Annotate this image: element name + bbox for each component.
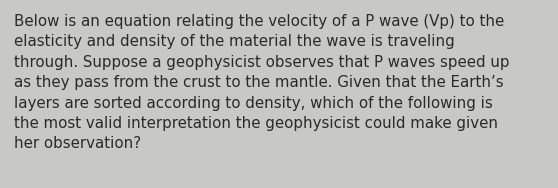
Text: Below is an equation relating the velocity of a P wave (Vp) to the
elasticity an: Below is an equation relating the veloci… (14, 14, 509, 151)
